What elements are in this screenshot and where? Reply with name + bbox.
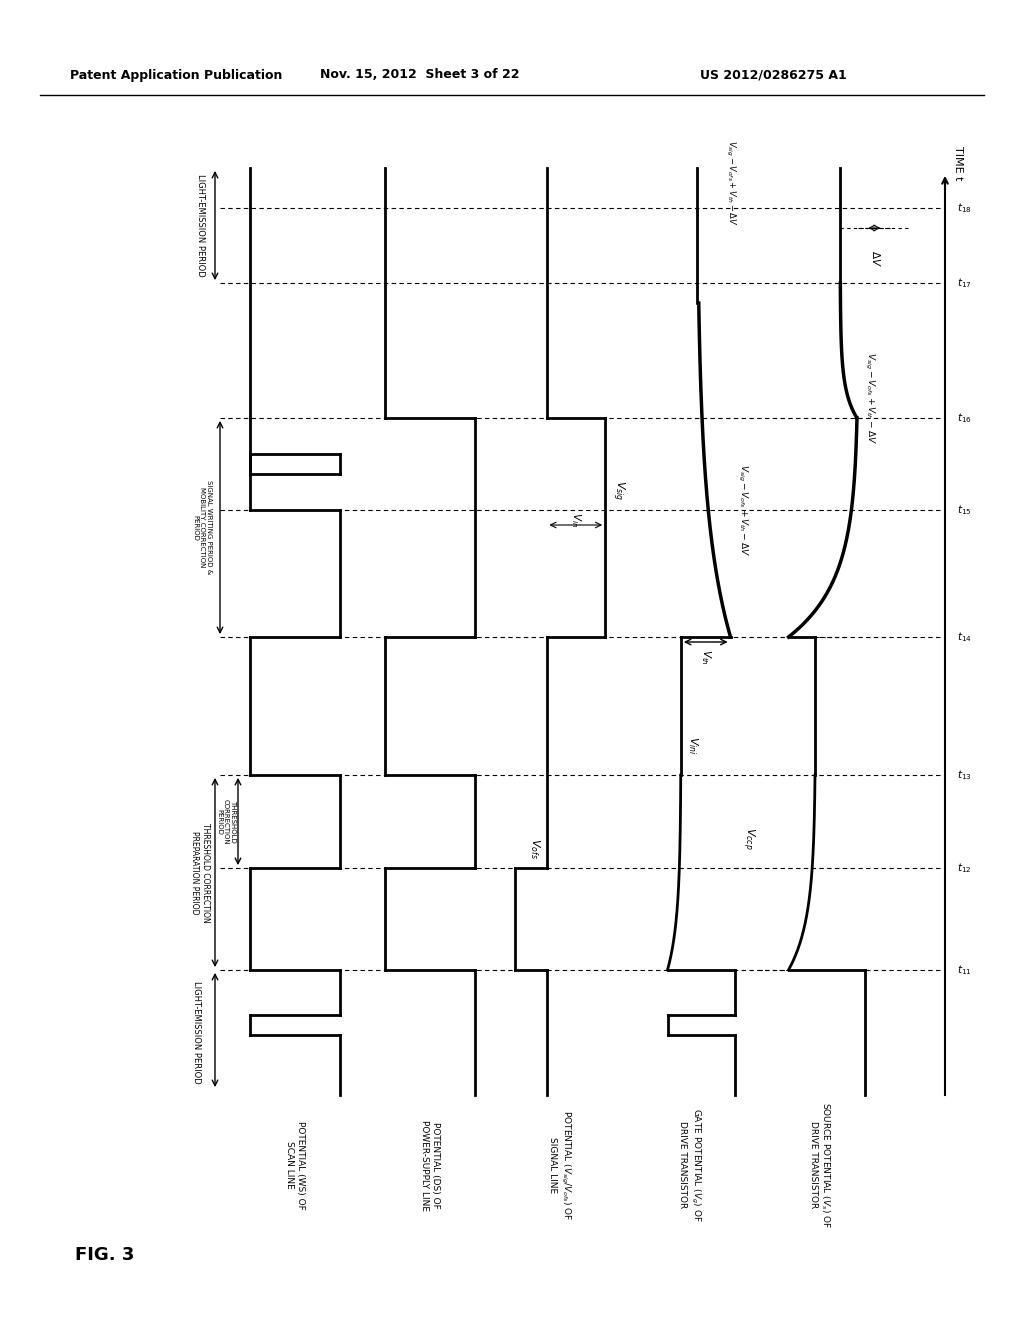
- Text: THRESHOLD CORRECTION
PREPARATION PERIOD: THRESHOLD CORRECTION PREPARATION PERIOD: [190, 822, 210, 923]
- Text: SOURCE POTENTIAL ($V_s$) OF
DRIVE TRANSISTOR: SOURCE POTENTIAL ($V_s$) OF DRIVE TRANSI…: [809, 1102, 831, 1228]
- Text: $t_{13}$: $t_{13}$: [957, 768, 972, 781]
- Text: $V_{ccp}$: $V_{ccp}$: [740, 826, 757, 849]
- Text: $t_{18}$: $t_{18}$: [957, 201, 972, 215]
- Text: US 2012/0286275 A1: US 2012/0286275 A1: [700, 69, 847, 82]
- Text: $V_{ini}$: $V_{ini}$: [686, 735, 699, 755]
- Text: Patent Application Publication: Patent Application Publication: [70, 69, 283, 82]
- Text: $V_{in}$: $V_{in}$: [569, 512, 583, 528]
- Text: $t_{12}$: $t_{12}$: [957, 861, 972, 875]
- Text: POTENTIAL (WS) OF
SCAN LINE: POTENTIAL (WS) OF SCAN LINE: [286, 1121, 305, 1209]
- Text: GATE POTENTIAL ($V_g$) OF
DRIVE TRANSISTOR: GATE POTENTIAL ($V_g$) OF DRIVE TRANSIST…: [678, 1107, 701, 1222]
- Text: Nov. 15, 2012  Sheet 3 of 22: Nov. 15, 2012 Sheet 3 of 22: [321, 69, 520, 82]
- Text: $V_{th}$: $V_{th}$: [698, 649, 713, 665]
- Text: $t_{17}$: $t_{17}$: [957, 276, 972, 290]
- Text: THRESHOLD
CORRECTION
PERIOD: THRESHOLD CORRECTION PERIOD: [216, 799, 236, 845]
- Text: $t_{14}$: $t_{14}$: [957, 630, 972, 644]
- Text: $V_{sig}-V_{ofs}+V_{th}-\Delta V$: $V_{sig}-V_{ofs}+V_{th}-\Delta V$: [724, 140, 737, 226]
- Text: TIME t: TIME t: [953, 145, 963, 181]
- Text: $t_{15}$: $t_{15}$: [957, 503, 972, 517]
- Text: POTENTIAL ($V_{sig}$/$V_{ofs}$) OF
SIGNAL LINE: POTENTIAL ($V_{sig}$/$V_{ofs}$) OF SIGNA…: [548, 1110, 571, 1220]
- Text: $V_{sig}-V_{ofs}+V_{th}-\Delta V$: $V_{sig}-V_{ofs}+V_{th}-\Delta V$: [863, 352, 877, 444]
- Text: $V_{sig}-V_{ofs}+V_{th}-\Delta V$: $V_{sig}-V_{ofs}+V_{th}-\Delta V$: [735, 463, 749, 556]
- Text: LIGHT-EMISSION PERIOD: LIGHT-EMISSION PERIOD: [193, 981, 202, 1084]
- Text: $\Delta V$: $\Delta V$: [870, 249, 883, 267]
- Text: $t_{11}$: $t_{11}$: [957, 964, 972, 977]
- Text: $t_{16}$: $t_{16}$: [957, 411, 972, 425]
- Text: FIG. 3: FIG. 3: [75, 1246, 134, 1265]
- Text: $V_{ofs}$: $V_{ofs}$: [527, 837, 542, 858]
- Text: LIGHT-EMISSION PERIOD: LIGHT-EMISSION PERIOD: [196, 174, 205, 277]
- Text: SIGNAL WRITING PERIOD &
MOBILITY CORRECTION
PERIOD: SIGNAL WRITING PERIOD & MOBILITY CORRECT…: [193, 480, 212, 574]
- Text: POTENTIAL (DS) OF
POWER-SUPPLY LINE: POTENTIAL (DS) OF POWER-SUPPLY LINE: [420, 1119, 439, 1210]
- Text: $V_{sig}$: $V_{sig}$: [610, 479, 627, 500]
